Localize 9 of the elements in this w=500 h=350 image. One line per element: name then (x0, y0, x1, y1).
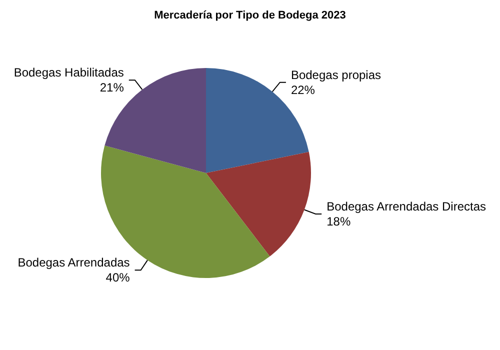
chart-title: Mercadería por Tipo de Bodega 2023 (154, 10, 346, 22)
data-label: 21% (100, 80, 124, 95)
slice-label: Bodegas propias (290, 68, 382, 82)
slice-label: Bodegas Arrendadas Directas (326, 199, 486, 214)
data-label: 22% (290, 82, 316, 97)
data-label: 18% (326, 214, 351, 228)
slice-label: Bodegas Arrendadas (18, 256, 130, 270)
slice-label: Bodegas Habilitadas (14, 66, 124, 80)
data-label: 40% (106, 270, 130, 285)
